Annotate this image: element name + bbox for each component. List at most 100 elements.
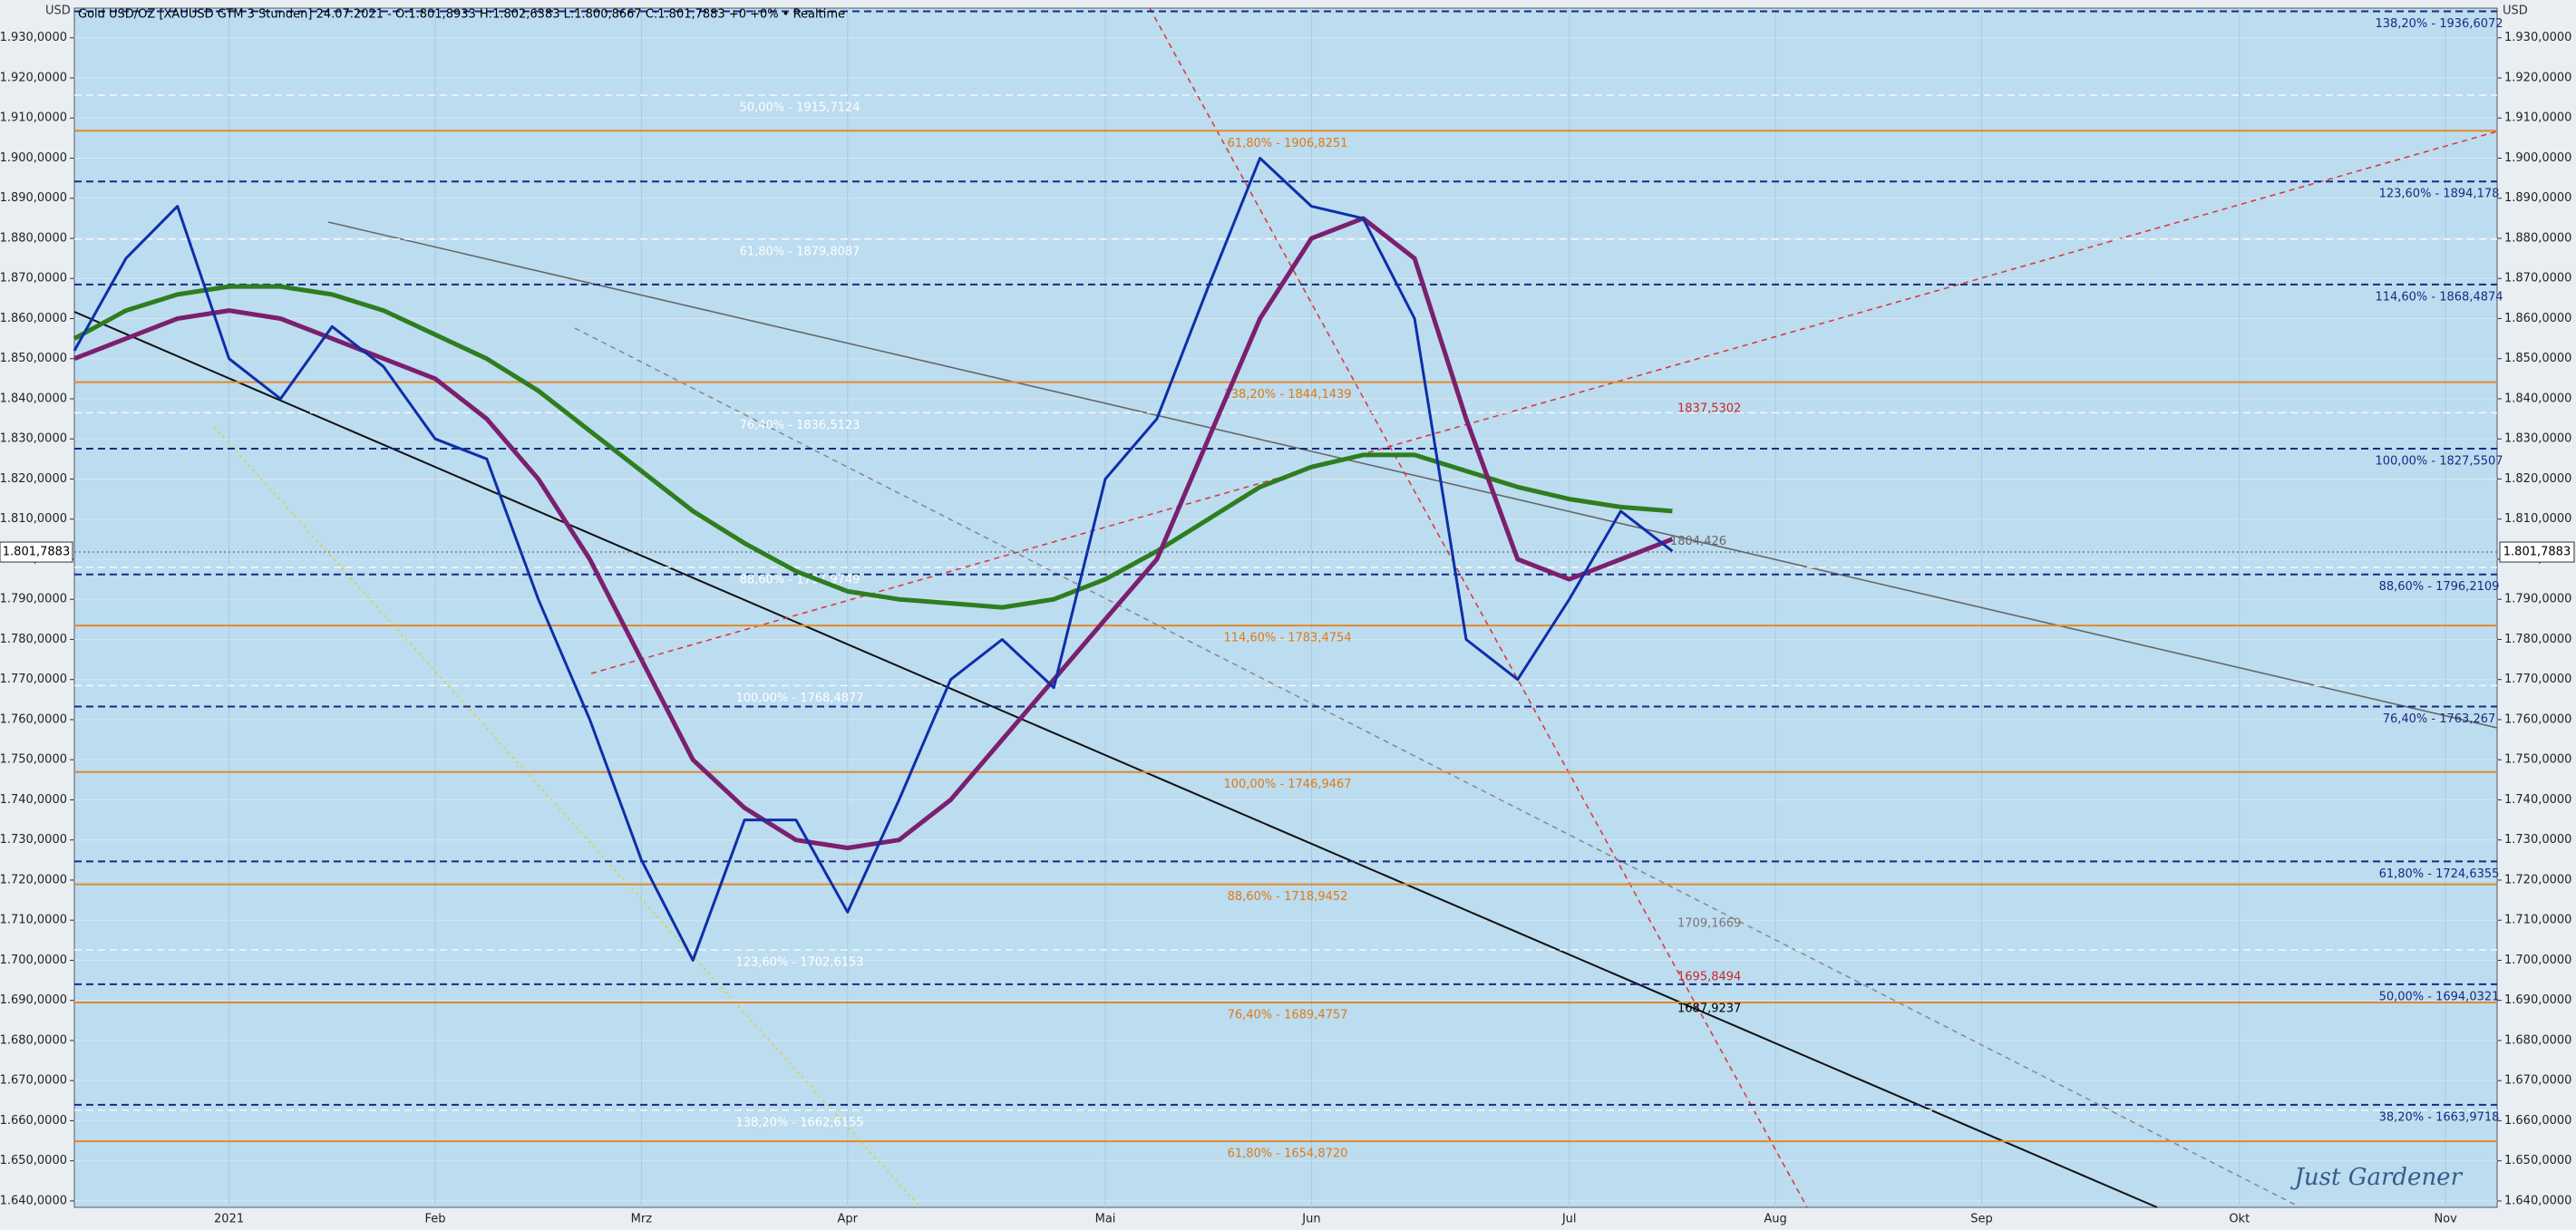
y-tick-label: 1.840,0000 bbox=[0, 392, 67, 405]
y-tick-label: 1.700,0000 bbox=[2504, 954, 2571, 967]
fib-level-label: 61,80% - 1654,8720 bbox=[1228, 1148, 1348, 1161]
y-tick-label: 1.810,0000 bbox=[2504, 512, 2571, 526]
x-tick-label: Mrz bbox=[631, 1213, 653, 1226]
y-tick-label: 1.640,0000 bbox=[0, 1194, 67, 1207]
y-tick-label: 1.680,0000 bbox=[2504, 1033, 2571, 1047]
annotation: 1687,9237 bbox=[1677, 1002, 1741, 1015]
last-price-label: 1.801,7883 bbox=[3, 546, 70, 559]
y-tick-label: 1.670,0000 bbox=[0, 1074, 67, 1088]
fib-level-label: 138,20% - 1662,6155 bbox=[735, 1116, 863, 1129]
y-tick-label: 1.670,0000 bbox=[2504, 1074, 2571, 1088]
trend-line bbox=[574, 327, 2301, 1208]
y-tick-label: 1.700,0000 bbox=[0, 954, 67, 967]
fib-level-label: 50,00% - 1694,0321 bbox=[2379, 990, 2500, 1003]
y-tick-label: 1.930,0000 bbox=[0, 31, 67, 44]
fib-level-label: 76,40% - 1689,4757 bbox=[1228, 1009, 1348, 1022]
annotation: 1804,426 bbox=[1670, 535, 1726, 548]
trend-lines bbox=[73, 7, 2498, 1208]
price-line bbox=[73, 216, 1674, 850]
y-tick-label: 1.830,0000 bbox=[0, 432, 67, 446]
y-tick-label: 1.930,0000 bbox=[2504, 31, 2571, 44]
trend-line bbox=[327, 221, 2498, 729]
fib-level-label: 61,80% - 1879,8087 bbox=[740, 245, 860, 258]
fib-level-label: 76,40% - 1836,5123 bbox=[740, 419, 860, 432]
x-tick-label: Aug bbox=[1764, 1213, 1786, 1226]
y-tick-label: 1.900,0000 bbox=[0, 151, 67, 165]
y-tick-label: 1.910,0000 bbox=[0, 111, 67, 125]
fib-level-label: 100,00% - 1827,5507 bbox=[2375, 455, 2503, 469]
y-tick-label: 1.860,0000 bbox=[0, 312, 67, 325]
y-tick-label: 1.820,0000 bbox=[2504, 472, 2571, 486]
y-tick-label: 1.850,0000 bbox=[0, 352, 67, 365]
y-unit: USD bbox=[45, 5, 71, 18]
fib-level-label: 138,20% - 1844,1439 bbox=[1223, 388, 1351, 402]
fib-level-label: 123,60% - 1894,178 bbox=[2379, 188, 2500, 201]
y-tick-label: 1.900,0000 bbox=[2504, 151, 2571, 165]
y-tick-label: 1.750,0000 bbox=[0, 753, 67, 767]
fib-level-label: 88,60% - 1718,9452 bbox=[1228, 890, 1348, 904]
fib-level-label: 61,80% - 1906,8251 bbox=[1228, 137, 1348, 150]
y-tick-label: 1.790,0000 bbox=[0, 593, 67, 606]
y-tick-label: 1.850,0000 bbox=[2504, 352, 2571, 365]
y-tick-label: 1.810,0000 bbox=[0, 512, 67, 526]
y-unit: USD bbox=[2503, 5, 2528, 18]
y-tick-label: 1.710,0000 bbox=[2504, 914, 2571, 927]
y-tick-label: 1.780,0000 bbox=[2504, 633, 2571, 646]
y-tick-label: 1.730,0000 bbox=[0, 833, 67, 847]
annotation: 1695,8494 bbox=[1677, 970, 1741, 983]
x-tick-label: Feb bbox=[424, 1213, 445, 1226]
x-tick-label: Mai bbox=[1095, 1213, 1116, 1226]
y-tick-label: 1.690,0000 bbox=[2504, 993, 2571, 1007]
x-tick-label: Jul bbox=[1561, 1213, 1577, 1226]
y-tick-label: 1.650,0000 bbox=[2504, 1154, 2571, 1167]
y-tick-label: 1.770,0000 bbox=[0, 673, 67, 686]
fib-level-label: 123,60% - 1702,6153 bbox=[735, 955, 863, 969]
y-tick-label: 1.740,0000 bbox=[0, 793, 67, 807]
last-price-box bbox=[2499, 541, 2575, 563]
fib-level-label: 114,60% - 1783,4754 bbox=[1223, 632, 1351, 645]
y-tick-label: 1.890,0000 bbox=[2504, 191, 2571, 205]
fib-level-label: 88,60% - 1796,2109 bbox=[2379, 580, 2500, 594]
trend-line bbox=[73, 311, 2158, 1208]
price-line bbox=[73, 157, 1674, 962]
y-tick-label: 1.780,0000 bbox=[0, 633, 67, 646]
y-tick-label: 1.870,0000 bbox=[0, 272, 67, 286]
fib-level-label: 138,20% - 1936,6072 bbox=[2375, 17, 2503, 31]
watermark: Just Gardener bbox=[2289, 1164, 2463, 1191]
price-line bbox=[73, 284, 1673, 610]
y-tick-label: 1.760,0000 bbox=[2504, 712, 2571, 726]
y-tick-label: 1.740,0000 bbox=[2504, 793, 2571, 807]
y-tick-label: 1.640,0000 bbox=[2504, 1194, 2571, 1207]
last-price-box bbox=[0, 541, 73, 563]
fib-level-label: 88,60% - 1797,9749 bbox=[740, 573, 860, 586]
y-tick-label: 1.690,0000 bbox=[0, 993, 67, 1007]
y-tick-label: 1.880,0000 bbox=[2504, 231, 2571, 245]
y-tick-label: 1.720,0000 bbox=[0, 873, 67, 886]
series bbox=[73, 157, 1674, 962]
x-tick-label: Okt bbox=[2229, 1213, 2250, 1226]
y-tick-label: 1.680,0000 bbox=[0, 1033, 67, 1047]
grid: 1.640,0000 1.640,0000 1.650,0000 1.650,0000… bbox=[0, 8, 2571, 1226]
chart-title: Gold USD/OZ [XAUUSD GTM 3 Stunden] 24.07… bbox=[78, 8, 845, 22]
plot-area bbox=[73, 7, 2498, 1208]
y-tick-label: 1.660,0000 bbox=[0, 1114, 67, 1128]
y-tick-label: 1.820,0000 bbox=[0, 472, 67, 486]
y-tick-label: 1.750,0000 bbox=[2504, 753, 2571, 767]
y-tick-label: 1.920,0000 bbox=[0, 71, 67, 84]
fib-levels: 138,20% - 1936,6072 123,60% - 1894,178 114… bbox=[74, 10, 2503, 1161]
fib-level-label: 100,00% - 1746,9467 bbox=[1223, 778, 1351, 791]
trend-line bbox=[590, 131, 2498, 674]
y-tick-label: 1.720,0000 bbox=[2504, 873, 2571, 886]
y-tick-label: 1.840,0000 bbox=[2504, 392, 2571, 405]
x-tick-label: Nov bbox=[2434, 1213, 2457, 1226]
fib-level-label: 38,20% - 1663,9718 bbox=[2379, 1110, 2500, 1124]
x-tick-label: 2021 bbox=[214, 1213, 244, 1226]
fib-level-label: 76,40% - 1763,267 bbox=[2383, 712, 2496, 726]
y-tick-label: 1.890,0000 bbox=[0, 191, 67, 205]
last-price-label: 1.801,7883 bbox=[2503, 546, 2571, 559]
y-tick-label: 1.860,0000 bbox=[2504, 312, 2571, 325]
y-tick-label: 1.920,0000 bbox=[2504, 71, 2571, 84]
y-tick-label: 1.870,0000 bbox=[2504, 272, 2571, 286]
fib-level-label: 50,00% - 1915,7124 bbox=[740, 101, 860, 114]
